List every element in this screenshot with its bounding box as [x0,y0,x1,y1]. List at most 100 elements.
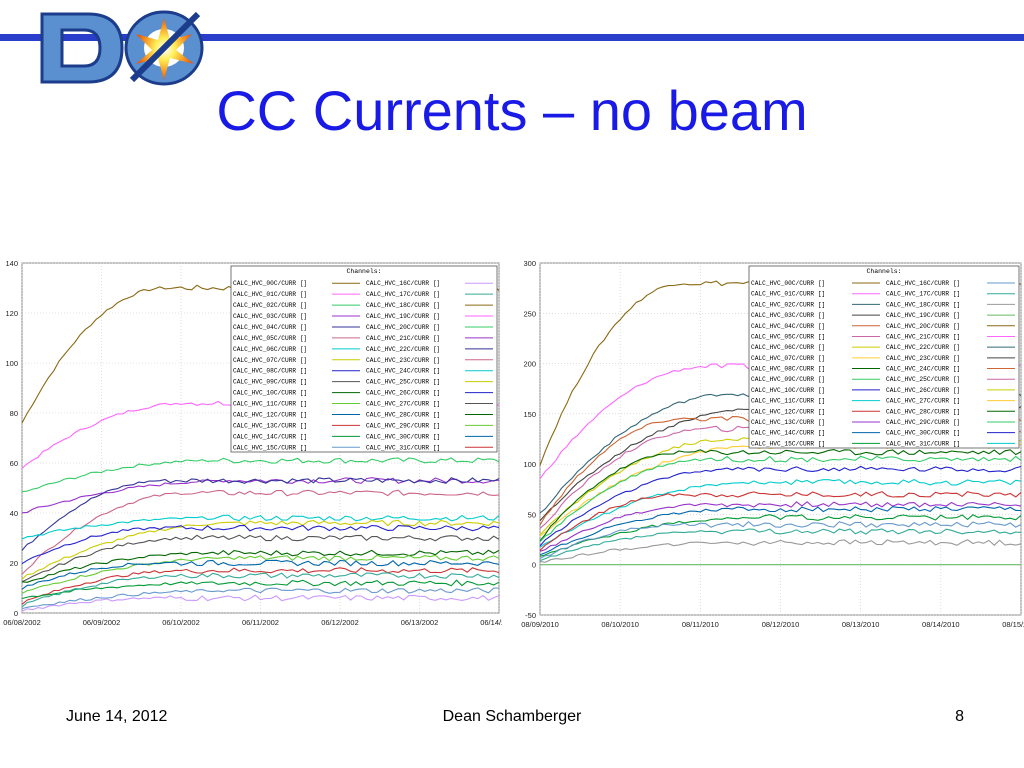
legend-entry: CALC_HVC_24C/CURR [] [886,366,960,373]
legend-entry: CALC_HVC_31C/CURR [] [886,440,960,447]
y-tick-label: 20 [10,559,18,568]
legend-entry: CALC_HVC_20C/CURR [] [366,324,440,331]
legend-entry: CALC_HVC_12C/CURR [] [233,411,307,418]
y-tick-label: 300 [523,259,536,268]
y-tick-label: 200 [523,360,536,369]
series-line [21,524,500,565]
legend-entry: CALC_HVC_15C/CURR [] [233,444,307,451]
series-line [21,594,500,612]
chart-2010-currents: -50 0 50 100 150 200 250 300 08/09/2010 08/10/201… [512,255,1024,635]
legend-entry: CALC_HVC_25C/CURR [] [886,376,960,383]
y-tick-label: 0 [14,609,18,618]
series-line [21,554,500,594]
x-tick-label: 06/13/2002 [401,618,439,627]
y-tick-label: 140 [5,259,18,268]
legend-entry: CALC_HVC_16C/CURR [] [886,280,960,287]
series-line [539,449,1022,542]
x-tick-label: 06/11/2002 [242,618,279,627]
legend-entry: CALC_HVC_12C/CURR [] [751,408,825,415]
series-line [539,478,1022,548]
legend-entry: CALC_HVC_25C/CURR [] [366,379,440,386]
x-tick-label: 08/09/2010 [521,620,559,629]
y-tick-label: 100 [5,359,18,368]
y-tick-label: 50 [528,510,536,519]
legend-entry: CALC_HVC_27C/CURR [] [886,398,960,405]
x-tick-label: 06/12/2002 [321,618,359,627]
legend-entry: CALC_HVC_09C/CURR [] [233,379,307,386]
x-tick-label: 08/14/2010 [922,620,960,629]
series-line [539,514,1022,557]
series-line [21,567,500,605]
legend-entry: CALC_HVC_30C/CURR [] [886,430,960,437]
legend-entry: CALC_HVC_28C/CURR [] [366,411,440,418]
legend-entry: CALC_HVC_19C/CURR [] [886,312,960,319]
legend-entry: CALC_HVC_24C/CURR [] [366,368,440,375]
y-tick-label: 0 [532,561,536,570]
series-line [539,520,1022,560]
legend-entry: CALC_HVC_18C/CURR [] [886,301,960,308]
legend-entry: CALC_HVC_08C/CURR [] [233,368,307,375]
legend-entry: CALC_HVC_23C/CURR [] [366,357,440,364]
y-tick-label: 60 [10,459,18,468]
legend-entry: CALC_HVC_30C/CURR [] [366,433,440,440]
series-line [539,491,1022,551]
title-accent-bar [0,34,1024,41]
legend-entry: CALC_HVC_07C/CURR [] [233,357,307,364]
series-line [21,534,500,583]
series-line [539,528,1022,562]
legend-entry: CALC_HVC_26C/CURR [] [886,387,960,394]
legend-entry: CALC_HVC_02C/CURR [] [233,302,307,309]
legend-entry: CALC_HVC_16C/CURR [] [366,280,440,287]
series-line [21,514,500,540]
chart-2002-currents: 0 20 40 60 80 100 120 140 06/08/2002 06/09/2002 06… [0,255,502,635]
legend-entry: CALC_HVC_08C/CURR [] [751,366,825,373]
legend-entry: CALC_HVC_22C/CURR [] [366,346,440,353]
x-tick-label: 08/13/2010 [842,620,880,629]
series-line [539,501,1022,552]
series-line [21,457,500,493]
legend-entry: CALC_HVC_29C/CURR [] [366,422,440,429]
legend-entry: CALC_HVC_11C/CURR [] [751,398,825,405]
x-tick-label: 06/08/2002 [3,618,41,627]
series-line [21,519,500,580]
legend-entry: CALC_HVC_02C/CURR [] [751,301,825,308]
series-line [21,477,500,551]
legend-entry: CALC_HVC_01C/CURR [] [233,291,307,298]
y-tick-label: -50 [525,611,536,620]
footer-author: Dean Schamberger [442,708,582,725]
legend-entry: CALC_HVC_06C/CURR [] [751,344,825,351]
y-tick-label: 250 [523,309,536,318]
y-tick-label: 100 [523,460,536,469]
legend-entry: CALC_HVC_14C/CURR [] [233,433,307,440]
legend-entry: CALC_HVC_22C/CURR [] [886,344,960,351]
x-tick-label: 06/10/2002 [162,618,200,627]
legend-box [230,265,498,453]
legend-entry: CALC_HVC_20C/CURR [] [886,323,960,330]
series-line [21,477,500,514]
x-tick-label: 08/15/2010 [1002,620,1024,629]
series-line [21,572,500,608]
legend-entry: CALC_HVC_15C/CURR [] [751,440,825,447]
x-tick-label: 08/10/2010 [601,620,639,629]
legend-title: Channels: [346,268,381,275]
legend-entry: CALC_HVC_04C/CURR [] [233,324,307,331]
legend-entry: CALC_HVC_21C/CURR [] [886,333,960,340]
do-logo [40,10,204,86]
series-line [539,465,1022,547]
series-line [539,455,1022,543]
legend-entry: CALC_HVC_03C/CURR [] [233,313,307,320]
legend-entry: CALC_HVC_31C/CURR [] [366,444,440,451]
legend-entry: CALC_HVC_13C/CURR [] [751,419,825,426]
legend-box [748,265,1020,449]
legend-entry: CALC_HVC_23C/CURR [] [886,355,960,362]
legend-entry: CALC_HVC_13C/CURR [] [233,422,307,429]
legend-entry: CALC_HVC_01C/CURR [] [751,291,825,298]
legend-entry: CALC_HVC_29C/CURR [] [886,419,960,426]
x-tick-label: 06/14/2002 [480,618,502,627]
legend-entry: CALC_HVC_05C/CURR [] [751,333,825,340]
legend-entry: CALC_HVC_10C/CURR [] [751,387,825,394]
legend-entry: CALC_HVC_00C/CURR [] [751,280,825,287]
legend-entry: CALC_HVC_07C/CURR [] [751,355,825,362]
slide-title: CC Currents – no beam [216,79,808,142]
series-line [539,506,1022,556]
